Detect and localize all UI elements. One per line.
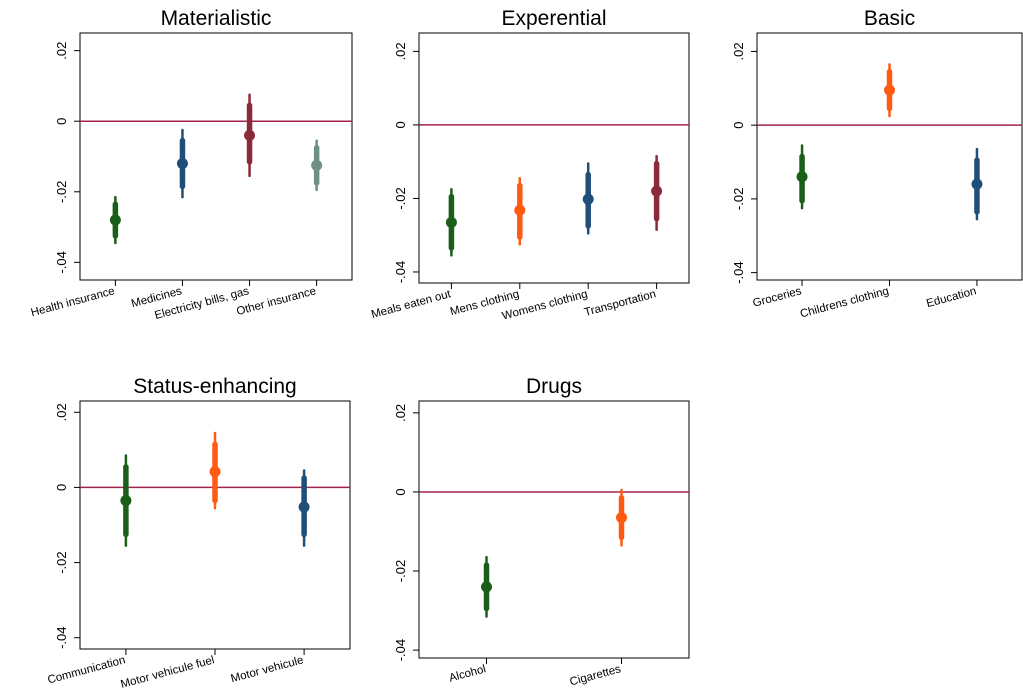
panel-title: Materialistic <box>161 7 272 30</box>
x-tick-label-transportation: Transportation <box>583 288 657 319</box>
panel-title: Basic <box>864 7 915 30</box>
y-tick-label: 0 <box>393 488 408 495</box>
panel-title: Experential <box>501 7 606 30</box>
y-tick-label: .02 <box>393 42 408 60</box>
y-tick-label: -.02 <box>393 560 408 582</box>
point-estimate-other-insurance <box>311 159 323 171</box>
point-estimate-communication <box>120 495 132 507</box>
panel-drugs: Drugs .02 0 -.02 -.04 Alcohol Cigarettes <box>393 375 690 688</box>
y-tick-label: -.04 <box>54 627 69 649</box>
x-tick-label-meals-eaten-out: Meals eaten out <box>370 288 453 321</box>
y-tick-label: -.02 <box>393 187 408 209</box>
x-tick-label-health-insurance: Health insurance <box>30 285 116 319</box>
x-tick-label-alcohol: Alcohol <box>448 663 488 684</box>
x-tick-label-groceries: Groceries <box>752 285 803 310</box>
point-estimate-groceries <box>796 171 808 183</box>
point-estimate-womens-clothing <box>582 193 594 205</box>
y-tick-label: -.04 <box>393 261 408 283</box>
y-tick-label: -.04 <box>731 261 746 283</box>
y-tick-label: -.04 <box>393 639 408 661</box>
point-estimate-childrens-clothing <box>884 84 895 96</box>
plot-frame <box>418 32 690 284</box>
plot-frame <box>418 400 690 659</box>
point-estimate-electricity-bills-gas <box>244 129 256 141</box>
y-tick-label: -.02 <box>54 551 69 573</box>
y-tick-label: -.02 <box>54 181 69 203</box>
point-estimate-education <box>971 178 983 190</box>
point-estimate-meals-eaten-out <box>445 216 457 228</box>
x-tick-label-childrens-clothing: Childrens clothing <box>799 285 890 320</box>
point-estimate-cigarettes <box>616 512 627 524</box>
point-estimate-alcohol <box>481 581 492 593</box>
y-tick-label: -.04 <box>54 251 69 273</box>
x-tick-label-motor-vehicule-fuel: Motor vehicule fuel <box>119 654 215 691</box>
y-tick-label: 0 <box>54 484 69 491</box>
y-tick-label: .02 <box>393 404 408 422</box>
panel-title: Drugs <box>526 375 582 398</box>
point-estimate-medicines <box>176 158 188 170</box>
y-tick-label: -.02 <box>731 188 746 210</box>
panel-status-enhancing: Status-enhancing .02 0 -.02 -.04 Communicatio… <box>46 375 351 691</box>
y-tick-label: 0 <box>731 122 746 129</box>
y-tick-label: .02 <box>54 403 69 421</box>
point-estimate-health-insurance <box>109 214 121 226</box>
panel-title: Status-enhancing <box>133 375 296 398</box>
y-tick-label: 0 <box>393 121 408 128</box>
y-tick-label: .02 <box>731 42 746 60</box>
point-estimate-motor-vehicule-fuel <box>209 466 221 478</box>
y-tick-label: 0 <box>54 118 69 125</box>
point-estimate-mens-clothing <box>514 204 526 216</box>
x-tick-label-motor-vehicule: Motor vehicule <box>230 654 305 685</box>
x-tick-label-education: Education <box>925 285 978 310</box>
panel-materialistic: Materialistic .02 0 -.02 -.04 Health insuranc… <box>30 7 353 322</box>
x-tick-label-cigarettes: Cigarettes <box>569 663 623 688</box>
plot-frame <box>79 32 353 281</box>
y-tick-label: .02 <box>54 42 69 60</box>
point-estimate-transportation <box>651 185 663 197</box>
point-estimate-motor-vehicule <box>298 501 310 513</box>
x-tick-label-communication: Communication <box>46 654 126 686</box>
